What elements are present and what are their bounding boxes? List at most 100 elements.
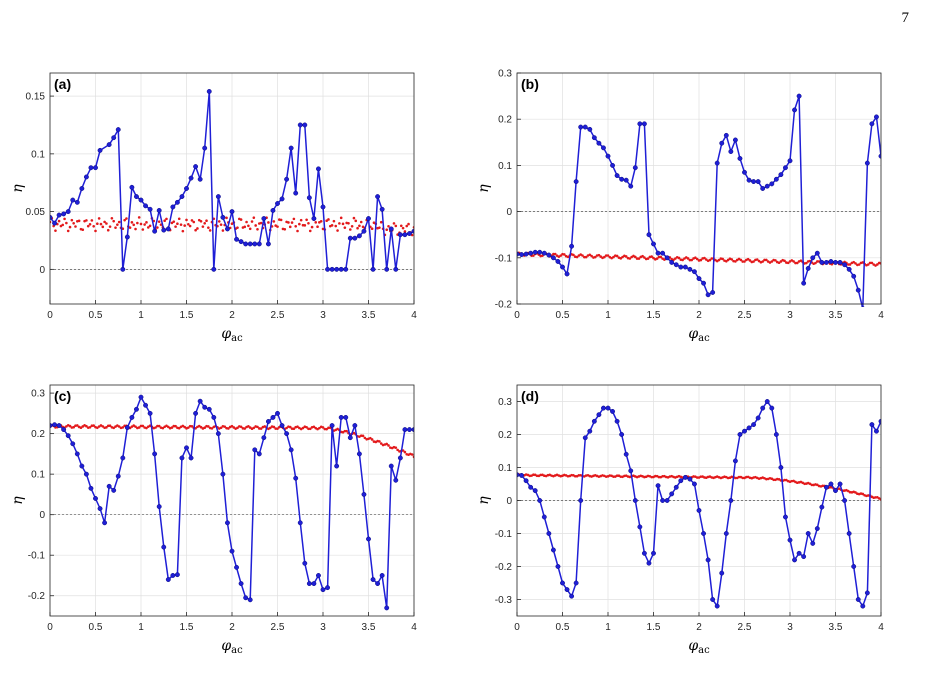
blue-series-point [275, 410, 280, 416]
red-series-point [783, 478, 786, 482]
red-series-point [94, 229, 97, 233]
blue-series-point [129, 184, 135, 190]
red-series-point [581, 254, 584, 257]
blue-series-point [402, 232, 408, 238]
blue-series-point [229, 548, 235, 554]
red-series-point [615, 474, 619, 477]
red-series-point [61, 223, 65, 227]
red-series-point [274, 427, 277, 430]
x-tick-label: 1.5 [180, 622, 194, 633]
blue-series-point [719, 140, 725, 146]
blue-series-point [541, 250, 547, 256]
blue-series-point [582, 435, 588, 441]
blue-series-point [687, 266, 693, 272]
x-tick-label: 1.5 [647, 310, 661, 321]
blue-series-point [819, 259, 825, 265]
red-series-point [361, 434, 365, 438]
blue-series-point [546, 531, 552, 536]
y-tick-label: 0.2 [498, 430, 512, 441]
blue-series-point [388, 226, 394, 232]
blue-series-point [316, 573, 321, 578]
blue-series-point [842, 498, 848, 503]
red-series-point [298, 222, 301, 226]
blue-series-point [325, 266, 330, 272]
blue-series-point [179, 455, 185, 461]
blue-series-point [792, 557, 797, 563]
red-series-point [81, 228, 85, 232]
red-series-point [256, 227, 259, 231]
red-series-point [112, 426, 115, 430]
blue-series-point [742, 169, 747, 175]
blue-series-point [83, 174, 89, 180]
blue-series-point [325, 585, 330, 591]
red-series-point [170, 426, 174, 429]
red-series-point [593, 255, 597, 259]
red-series-point [96, 222, 99, 226]
red-series-point [552, 252, 555, 256]
blue-series-point [161, 544, 167, 550]
red-series-point [634, 255, 637, 259]
red-series-point [854, 491, 857, 494]
red-series-point [695, 476, 699, 479]
red-series-point [199, 425, 203, 429]
red-series-point [106, 228, 110, 232]
red-series-point [772, 478, 775, 482]
red-series-point [805, 261, 808, 265]
x-tick-label: 3.5 [829, 310, 843, 321]
blue-series-point [837, 259, 843, 265]
red-series-point [615, 254, 619, 258]
x-tick-label: 0 [514, 622, 520, 633]
red-series-point [103, 220, 106, 224]
red-series-point [321, 426, 325, 429]
blue-series-point [397, 232, 403, 238]
red-series-point [628, 257, 632, 260]
blue-series-point [669, 259, 675, 265]
x-tick-label: 2.5 [271, 310, 285, 321]
blue-series-point [601, 145, 606, 151]
blue-series-point [746, 425, 752, 431]
blue-series-point [569, 593, 575, 599]
panel-a: 0 0.5 1 1.5 2 2.5 3 3.5 4 0 0.05 0.1 0.15 φac η (a) [10, 72, 417, 344]
red-series-point [76, 424, 79, 427]
red-series-point [612, 255, 615, 259]
red-series-point [225, 216, 228, 220]
blue-series-point [329, 266, 335, 272]
red-series-point [327, 218, 330, 221]
red-series-point [686, 257, 690, 260]
blue-series-point [660, 498, 666, 503]
blue-series-point [156, 207, 162, 213]
red-series-point [403, 230, 407, 233]
y-tick-label: 0.1 [31, 149, 45, 160]
x-tick-label: 1 [605, 310, 611, 321]
blue-series-point [728, 498, 734, 503]
blue-series-point [188, 175, 194, 181]
blue-series-point [523, 251, 529, 257]
blue-series-point [356, 451, 362, 457]
blue-series-point [632, 165, 638, 171]
blue-series-point [855, 597, 861, 602]
blue-series-point [664, 255, 670, 261]
blue-series-point [79, 463, 85, 469]
red-series-point [108, 225, 112, 228]
red-series-point [203, 221, 206, 225]
blue-series-point [842, 262, 848, 268]
red-series-point [336, 229, 339, 232]
red-series-point [734, 476, 737, 480]
red-series-point [72, 221, 75, 225]
blue-series-point [655, 483, 661, 489]
blue-series-point [211, 266, 217, 272]
red-series-point [219, 426, 223, 430]
red-series-point [553, 252, 557, 256]
red-series-point [338, 222, 341, 225]
blue-series-point [710, 597, 716, 602]
red-series-point [795, 261, 799, 265]
blue-series-point [610, 162, 615, 168]
x-tick-label: 0 [47, 310, 53, 321]
blue-series-point [261, 216, 267, 221]
red-series-point [354, 219, 358, 223]
blue-series-point [732, 458, 738, 464]
blue-series-point [93, 496, 98, 501]
blue-series-point [238, 239, 244, 245]
red-series-point [227, 427, 230, 430]
y-tick-label: -0.1 [495, 253, 513, 264]
